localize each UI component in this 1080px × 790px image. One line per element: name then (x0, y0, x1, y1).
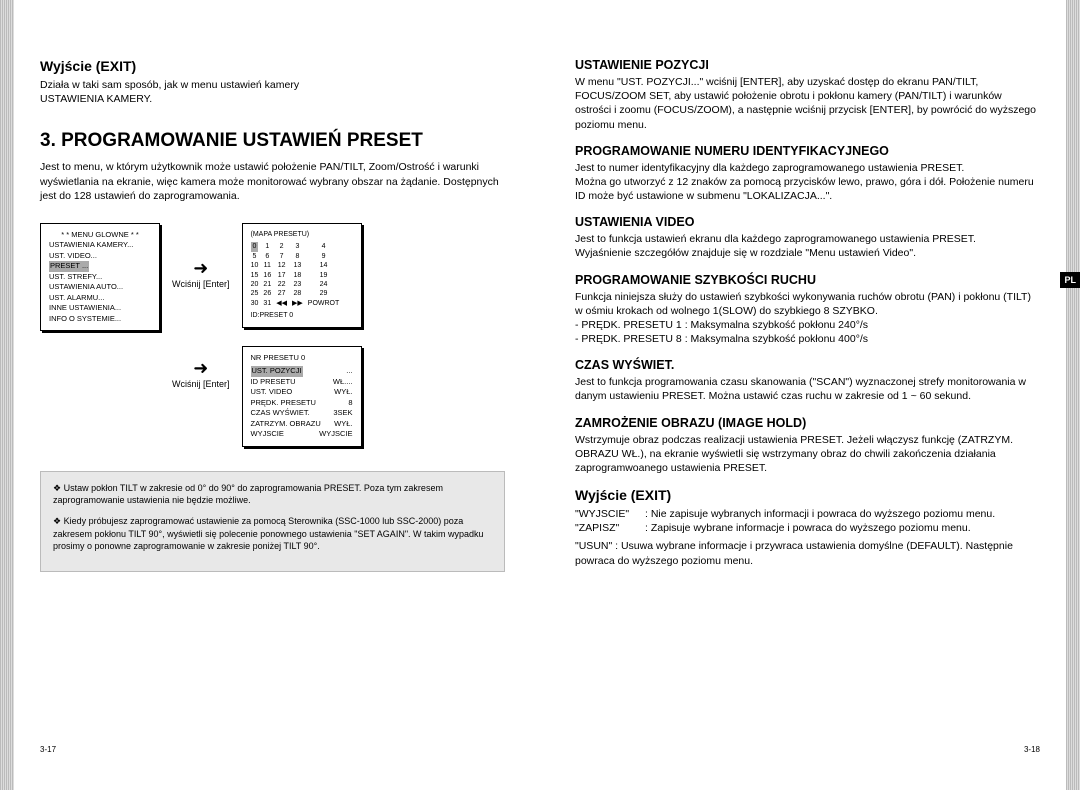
section-heading: PROGRAMOWANIE NUMERU IDENTYFIKACYJNEGO (575, 144, 1040, 158)
note-2: ❖ Kiedy próbujesz zaprogramować ustawien… (53, 515, 492, 553)
exit-usun: "USUN" : Usuwa wybrane informacje i przy… (575, 539, 1040, 567)
exit-def-row: "WYJSCIE": Nie zapisuje wybranych inform… (575, 507, 1040, 521)
section-body: Jest to funkcja programowania czasu skan… (575, 375, 1040, 403)
section-heading: USTAWIENIE POZYCJI (575, 58, 1040, 72)
page-right: USTAWIENIE POZYCJI W menu "UST. POZYCJI..… (555, 28, 1060, 762)
page-left: Wyjście (EXIT) Działa w taki sam sposób,… (20, 28, 525, 762)
note-1: ❖ Ustaw pokłon TILT w zakresie od 0° do … (53, 482, 492, 507)
section-body: Funkcja niniejsza służy do ustawień szyb… (575, 290, 1040, 347)
page-number-right: 3-18 (1024, 745, 1040, 754)
arrow-right-icon: ➜ (193, 359, 208, 377)
page-number-left: 3-17 (40, 745, 56, 754)
heading-preset: 3. PROGRAMOWANIE USTAWIEŃ PRESET (40, 130, 505, 152)
section-heading: PROGRAMOWANIE SZYBKOŚCI RUCHU (575, 273, 1040, 287)
menu-preset-detail: NR PRESETU 0UST. POZYCJI...ID PRESETUWŁ.… (242, 346, 362, 447)
exit-def-row: "ZAPISZ": Zapisuje wybrane informacje i … (575, 521, 1040, 535)
section-body: Wstrzymuje obraz podczas realizacji usta… (575, 433, 1040, 476)
enter-label-1: Wciśnij [Enter] (172, 279, 230, 289)
section-heading: USTAWIENIA VIDEO (575, 215, 1040, 229)
exit-body-1: Działa w taki sam sposób, jak w menu ust… (40, 78, 505, 92)
arrow-right-icon: ➜ (193, 259, 208, 277)
section-heading: ZAMROŻENIE OBRAZU (IMAGE HOLD) (575, 416, 1040, 430)
preset-body: Jest to menu, w którym użytkownik może u… (40, 160, 505, 203)
section-heading: CZAS WYŚWIET. (575, 358, 1040, 372)
exit-body-2: USTAWIENIA KAMERY. (40, 92, 505, 106)
exit-definitions: "WYJSCIE": Nie zapisuje wybranych inform… (575, 507, 1040, 535)
menu-main: * * MENU GLOWNE * *USTAWIENIA KAMERY...U… (40, 223, 160, 332)
heading-exit-right: Wyjście (EXIT) (575, 487, 1040, 503)
enter-label-2: Wciśnij [Enter] (172, 379, 230, 389)
section-body: W menu "UST. POZYCJI..." wciśnij [ENTER]… (575, 75, 1040, 132)
language-tab: PL (1060, 272, 1080, 288)
menu-preset-map: (MAPA PRESETU)01234567891011121314151617… (242, 223, 362, 328)
section-body: Jest to funkcja ustawień ekranu dla każd… (575, 232, 1040, 260)
menu-diagram: * * MENU GLOWNE * *USTAWIENIA KAMERY...U… (40, 223, 505, 447)
heading-exit: Wyjście (EXIT) (40, 58, 505, 74)
note-box: ❖ Ustaw pokłon TILT w zakresie od 0° do … (40, 471, 505, 572)
section-body: Jest to numer identyfikacyjny dla każdeg… (575, 161, 1040, 204)
arrow-col-1: ➜ Wciśnij [Enter] ➜ Wciśnij [Enter] (172, 223, 230, 389)
document-spread: PL Wyjście (EXIT) Działa w taki sam spos… (0, 0, 1080, 790)
